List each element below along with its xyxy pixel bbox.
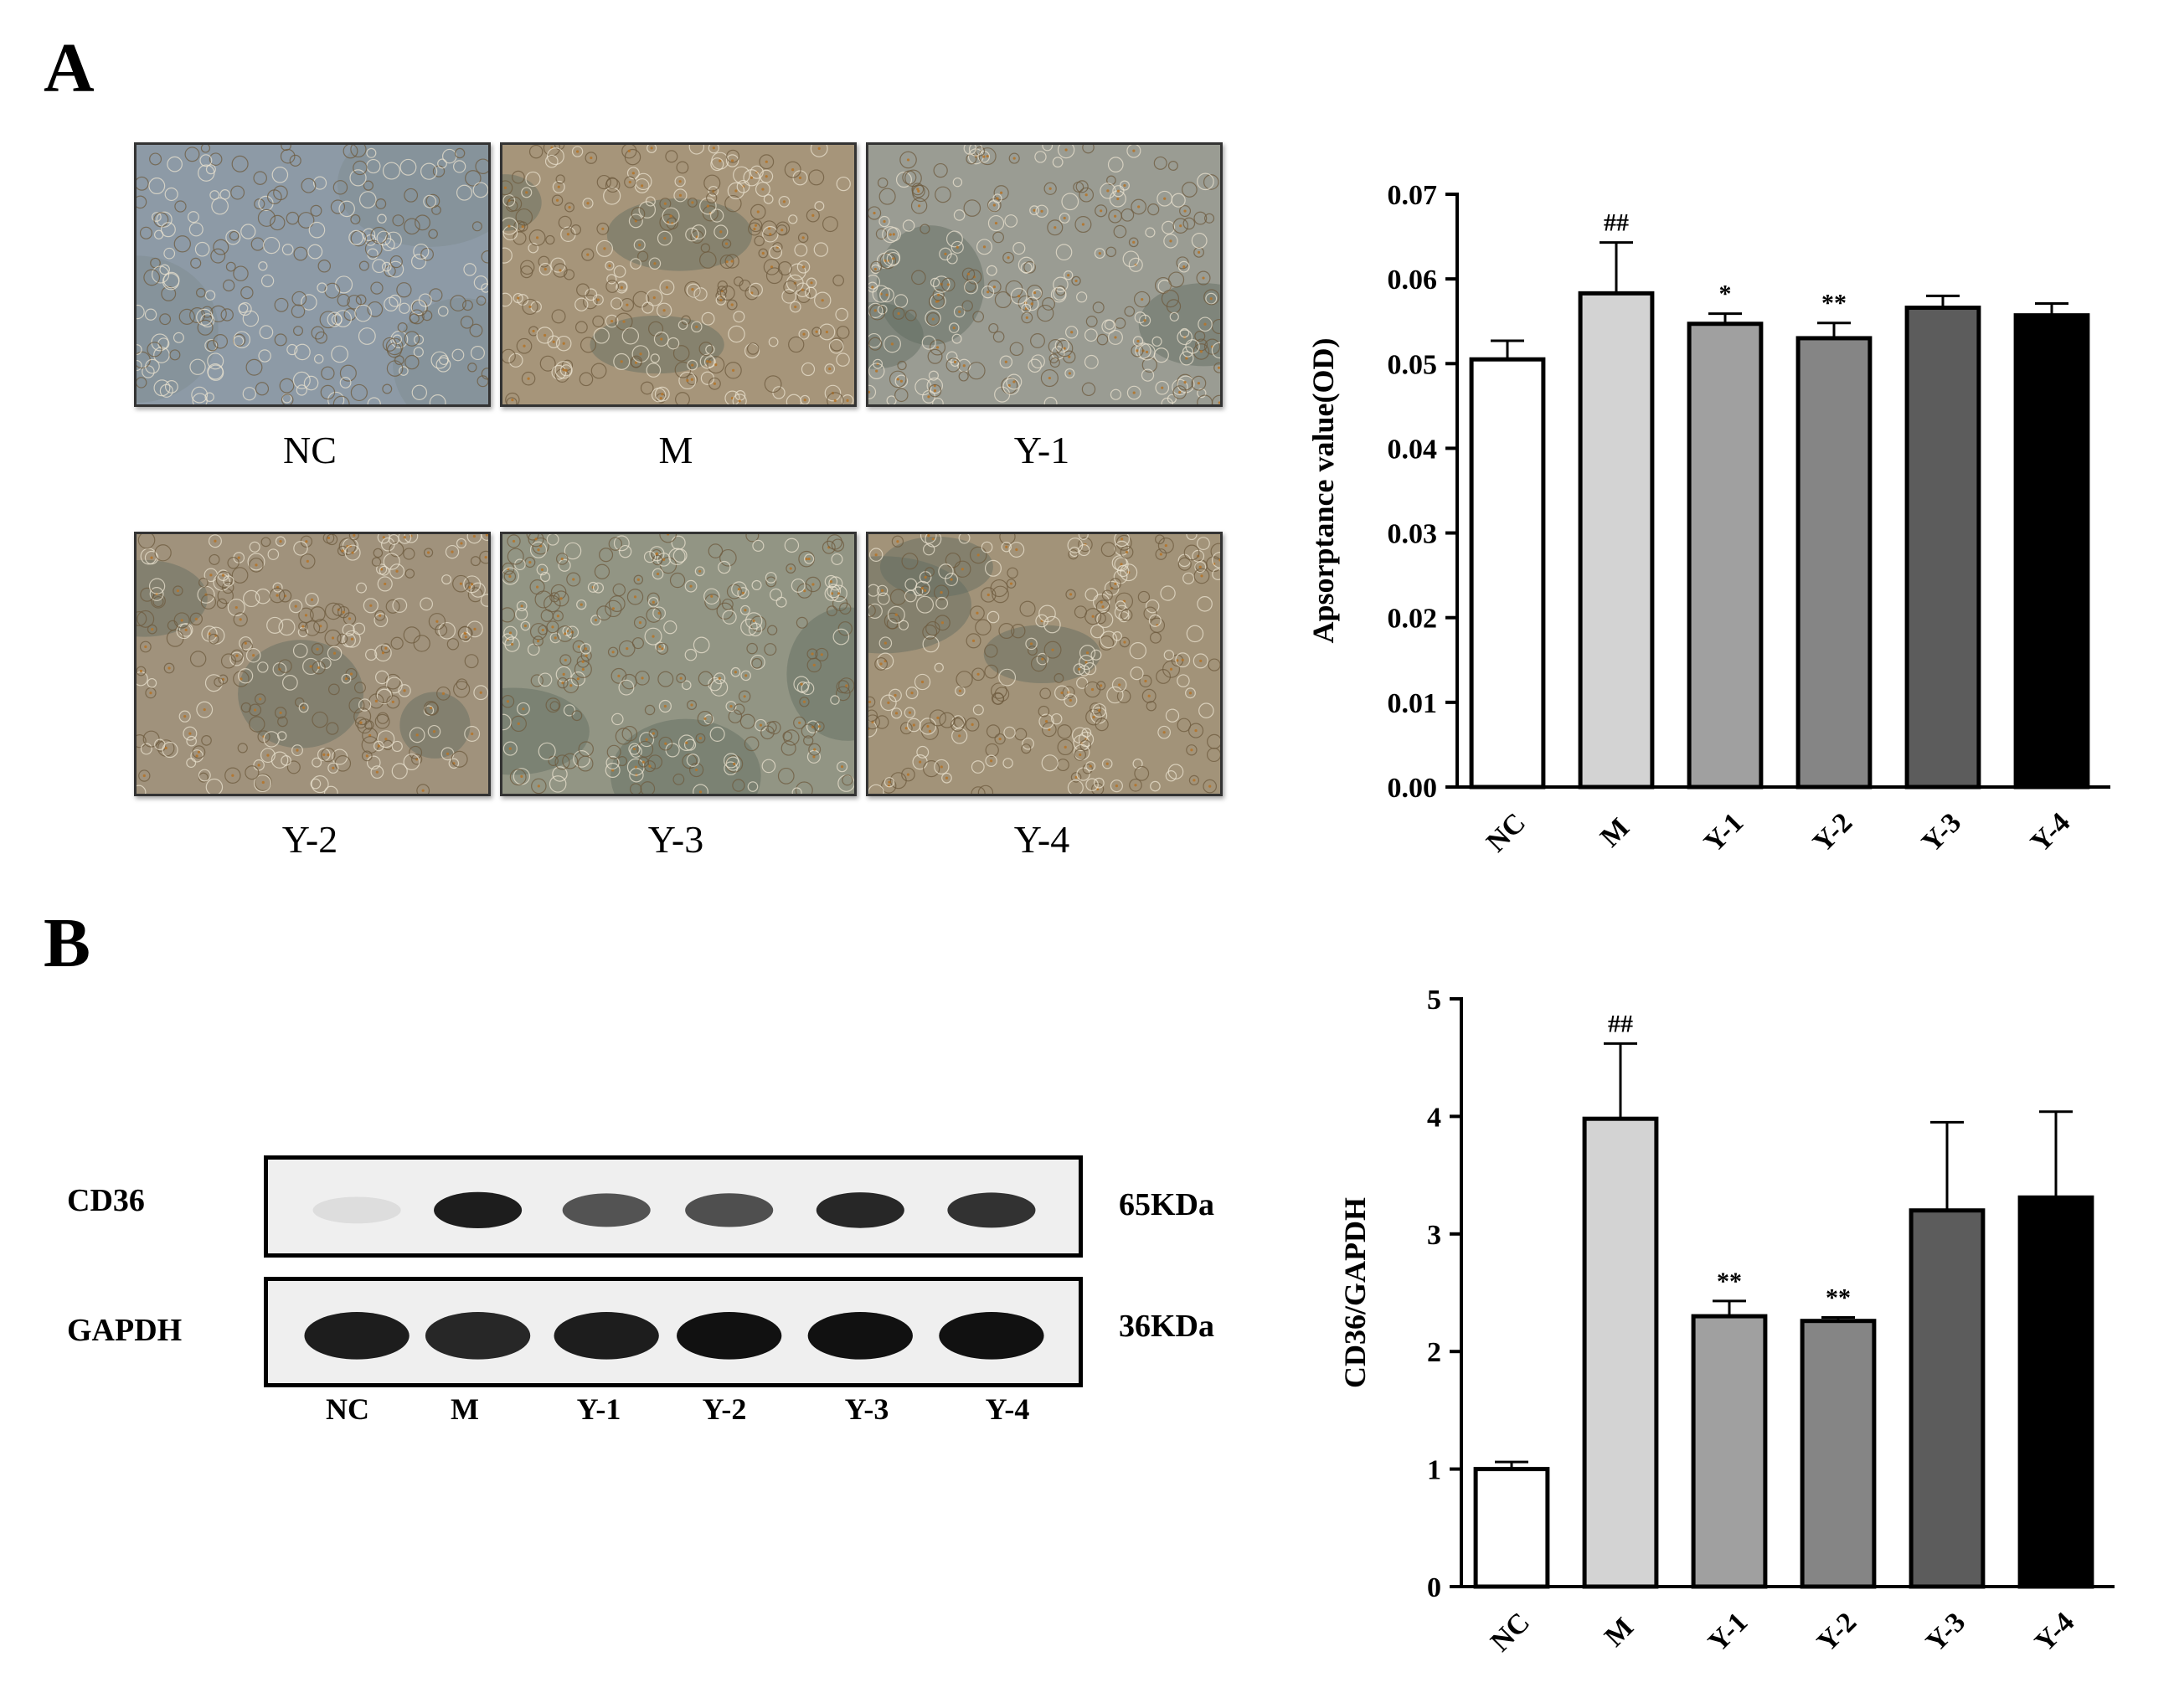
x-tick-label: Y-3 [1916,807,1967,858]
blot-lane-label: Y-1 [576,1392,621,1426]
blot-band [554,1312,659,1360]
micrograph-label: Y-1 [1013,429,1070,471]
blot-protein-gapdh: GAPDH [67,1313,183,1348]
blot-strip-cd36 [264,1155,1083,1258]
x-tick-label: Y-1 [1703,1607,1754,1658]
micrograph-y1 [866,142,1223,407]
y-tick-label: 3 [1427,1220,1441,1251]
blot-band [304,1312,410,1360]
bar [1800,1319,1877,1589]
bar [2017,1195,2094,1589]
chart-absorbance: 0.00 0.01 0.02 0.03 0.04 0.05 0.06 0.07 Apsorpta… [1290,151,2161,904]
micrograph-label: NC [283,429,337,471]
blot-band [685,1193,774,1227]
bar [1691,1314,1768,1589]
blot-lane-label: Y-4 [985,1392,1030,1426]
micrograph-y3 [500,532,857,796]
significance-label: * [1719,280,1732,308]
chart-cd36-gapdh: 0 1 2 3 4 5 CD36/GAPDH NC ## M ** Y-1 ** Y-2 Y-3 Y-4 [1306,967,2161,1704]
micrograph-label: Y-2 [281,818,338,861]
bar [1909,1208,1986,1589]
y-tick-label: 0.03 [1388,519,1438,550]
bar [1578,291,1655,790]
blot-kda-gapdh: 36KDa [1119,1309,1214,1344]
blot-band [947,1192,1036,1228]
bar [1904,306,1981,790]
blot-lane-label: Y-3 [844,1392,889,1426]
x-tick-label: Y-1 [1698,807,1749,858]
panel-a-label: A [44,29,95,107]
y-axis-label: Apsorptance value(OD) [1306,338,1340,644]
y-tick-label: 0.07 [1388,180,1438,211]
y-axis-label: CD36/GAPDH [1338,1197,1372,1388]
blot-lane-label: M [451,1392,479,1426]
y-tick-label: 1 [1427,1455,1441,1486]
blot-band [434,1191,523,1229]
bar [1795,336,1873,790]
y-tick-label: 0.04 [1388,434,1438,465]
significance-label: ** [1717,1268,1742,1295]
x-tick-label: Y-2 [1807,807,1858,858]
blot-lane-label: Y-2 [702,1392,747,1426]
significance-label: ** [1821,290,1847,317]
micrograph-m [500,142,857,407]
micrograph-y4 [866,532,1223,796]
x-tick-label: Y-4 [2025,807,2076,858]
panel-b-label: B [44,904,91,982]
significance-label: ## [1608,1010,1633,1037]
x-tick-label: Y-3 [1920,1607,1971,1658]
bar [1687,322,1764,790]
blot-band [562,1193,651,1227]
bar [1469,357,1546,790]
y-tick-label: 0.02 [1388,604,1438,635]
micrograph-nc [134,142,491,407]
blot-band [677,1312,782,1360]
micrograph-label: Y-4 [1013,818,1070,861]
bar [1473,1467,1550,1589]
blot-band [807,1312,913,1360]
blot-band [312,1196,401,1224]
blot-kda-cd36: 65KDa [1119,1187,1214,1222]
blot-lane-label: NC [326,1392,369,1426]
significance-label: ** [1826,1284,1851,1311]
y-tick-label: 4 [1427,1102,1441,1133]
micrograph-label: M [658,429,693,471]
y-tick-label: 0.01 [1388,688,1438,719]
blot-band [425,1312,531,1360]
y-tick-label: 5 [1427,985,1441,1016]
x-tick-label: Y-4 [2029,1607,2080,1658]
x-tick-label: NC [1481,807,1532,858]
bar [1582,1116,1659,1589]
blot-strip-gapdh [264,1277,1083,1387]
x-tick-label: NC [1485,1607,1536,1658]
micrograph-y2 [134,532,491,796]
y-tick-label: 0.05 [1388,349,1438,380]
y-tick-label: 0.00 [1388,773,1438,804]
bar [2013,313,2090,790]
x-tick-label: M [1594,812,1636,853]
y-tick-label: 0 [1427,1572,1441,1603]
significance-label: ## [1604,209,1629,237]
micrograph-label: Y-3 [647,818,704,861]
y-tick-label: 2 [1427,1337,1441,1368]
blot-band [939,1312,1044,1360]
y-tick-label: 0.06 [1388,265,1438,296]
blot-protein-cd36: CD36 [67,1183,145,1218]
blot-band [816,1192,904,1228]
x-tick-label: Y-2 [1811,1607,1862,1658]
x-tick-label: M [1599,1612,1640,1653]
